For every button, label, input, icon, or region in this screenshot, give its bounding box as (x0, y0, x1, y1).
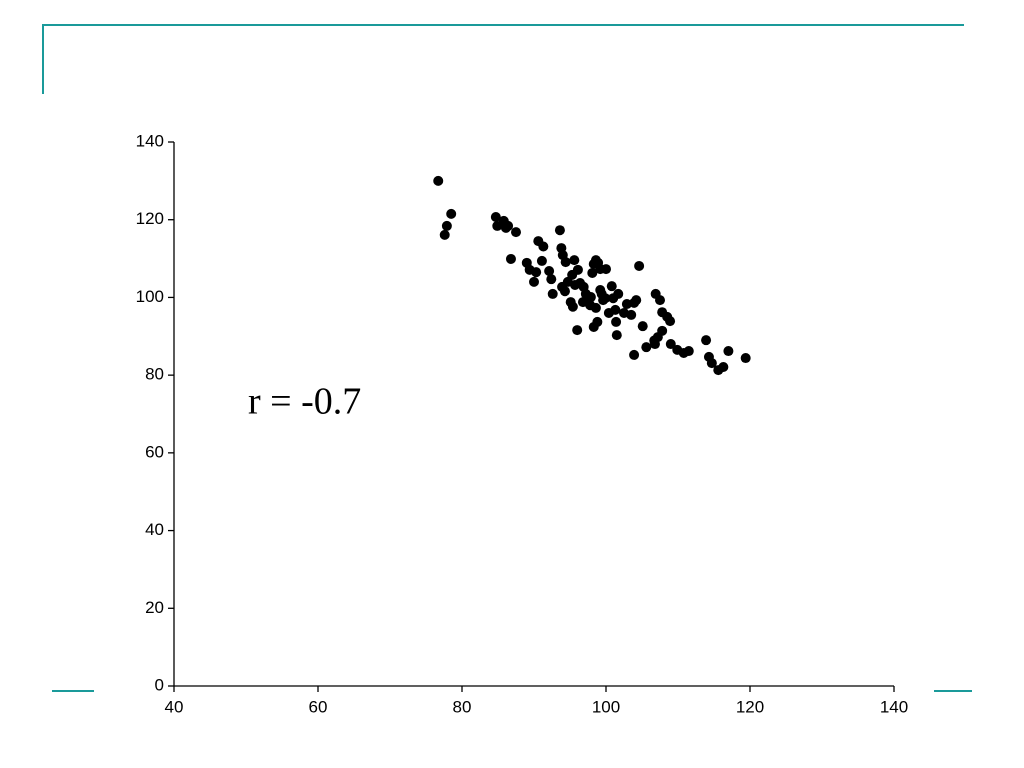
y-tick-label: 20 (145, 598, 164, 617)
point (554, 225, 565, 236)
point (490, 211, 501, 222)
y-tick-label: 100 (136, 287, 164, 306)
x-tick-label: 140 (880, 697, 908, 716)
point (606, 281, 617, 292)
point (511, 227, 521, 238)
point (701, 335, 712, 346)
annotation: r = -0.7 (248, 381, 361, 423)
point (626, 309, 637, 320)
point (565, 297, 576, 308)
x-tick-label: 120 (736, 697, 764, 716)
point (503, 220, 514, 231)
point (441, 220, 452, 231)
x-tick-label: 100 (592, 697, 620, 716)
point (665, 316, 676, 327)
point (592, 316, 603, 327)
point (446, 208, 457, 219)
point (598, 295, 609, 306)
point (718, 361, 729, 372)
point (637, 321, 648, 332)
point (611, 330, 622, 341)
point (572, 325, 583, 336)
point (641, 342, 652, 353)
point (546, 274, 557, 285)
point (536, 255, 547, 266)
point (723, 346, 734, 357)
point (665, 339, 676, 350)
point (569, 255, 580, 266)
point (585, 300, 596, 311)
y-tick-label: 140 (136, 131, 164, 150)
point (433, 175, 444, 186)
point (634, 260, 645, 271)
x-tick-label: 40 (165, 697, 184, 716)
point (439, 229, 450, 240)
point (585, 292, 596, 303)
point (559, 286, 570, 297)
point (610, 304, 621, 315)
x-tick-label: 80 (453, 697, 472, 716)
point (652, 332, 663, 343)
y-tick-label: 60 (145, 442, 164, 461)
point (560, 257, 571, 268)
point (587, 267, 598, 278)
point (538, 241, 549, 252)
point (631, 295, 642, 306)
x-tick-label: 60 (309, 697, 328, 716)
point (529, 276, 539, 287)
y-tick-label: 80 (145, 365, 164, 384)
point (655, 295, 665, 306)
point (547, 288, 558, 299)
point (629, 349, 640, 360)
point (531, 267, 542, 278)
point (706, 358, 717, 369)
point (740, 353, 751, 364)
y-tick-label: 40 (145, 520, 164, 539)
y-tick-label: 120 (136, 209, 164, 228)
point (613, 288, 624, 299)
point (505, 253, 516, 264)
point (683, 346, 694, 357)
point (544, 266, 555, 277)
point (601, 264, 611, 275)
point (611, 316, 622, 327)
point (572, 264, 583, 275)
y-tick-label: 0 (155, 675, 164, 694)
